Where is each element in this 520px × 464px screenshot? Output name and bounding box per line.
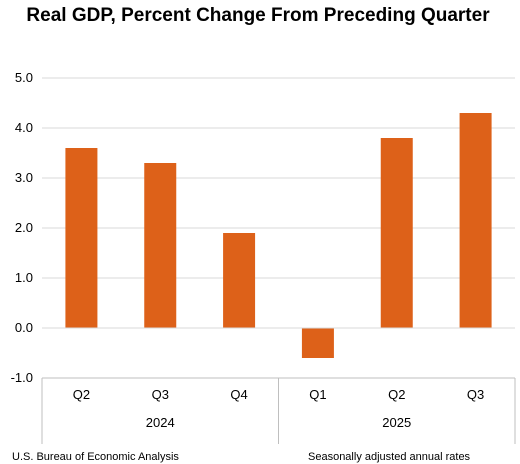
- y-tick-label: 1.0: [15, 270, 33, 285]
- y-tick-label: -1.0: [11, 370, 33, 385]
- axes: 5.0 4.0 3.0 2.0 1.0 0.0 -1.0 Q2 Q3 Q4 Q1 Q2 Q3 2024 20…: [11, 70, 516, 444]
- x-tick-label: Q3: [467, 387, 484, 402]
- group-label: 2025: [382, 415, 411, 430]
- bar: [65, 148, 98, 328]
- x-tick-label: Q2: [388, 387, 405, 402]
- bar: [301, 328, 334, 358]
- y-tick-label: 5.0: [15, 70, 33, 85]
- x-tick-label: Q2: [73, 387, 90, 402]
- bar: [459, 113, 492, 328]
- y-tick-label: 4.0: [15, 120, 33, 135]
- bars: [65, 113, 492, 358]
- y-tick-label: 3.0: [15, 170, 33, 185]
- x-tick-label: Q4: [230, 387, 247, 402]
- bar: [144, 163, 177, 328]
- y-tick-label: 2.0: [15, 220, 33, 235]
- x-tick-label: Q3: [152, 387, 169, 402]
- gridlines: [42, 77, 515, 279]
- source-note: U.S. Bureau of Economic Analysis: [12, 451, 179, 463]
- chart-title: Real GDP, Percent Change From Preceding …: [26, 5, 490, 26]
- group-label: 2024: [146, 415, 175, 430]
- bar: [223, 233, 256, 328]
- x-tick-label: Q1: [309, 387, 326, 402]
- y-tick-label: 0.0: [15, 320, 33, 335]
- bar: [380, 138, 413, 328]
- rate-note: Seasonally adjusted annual rates: [308, 451, 471, 463]
